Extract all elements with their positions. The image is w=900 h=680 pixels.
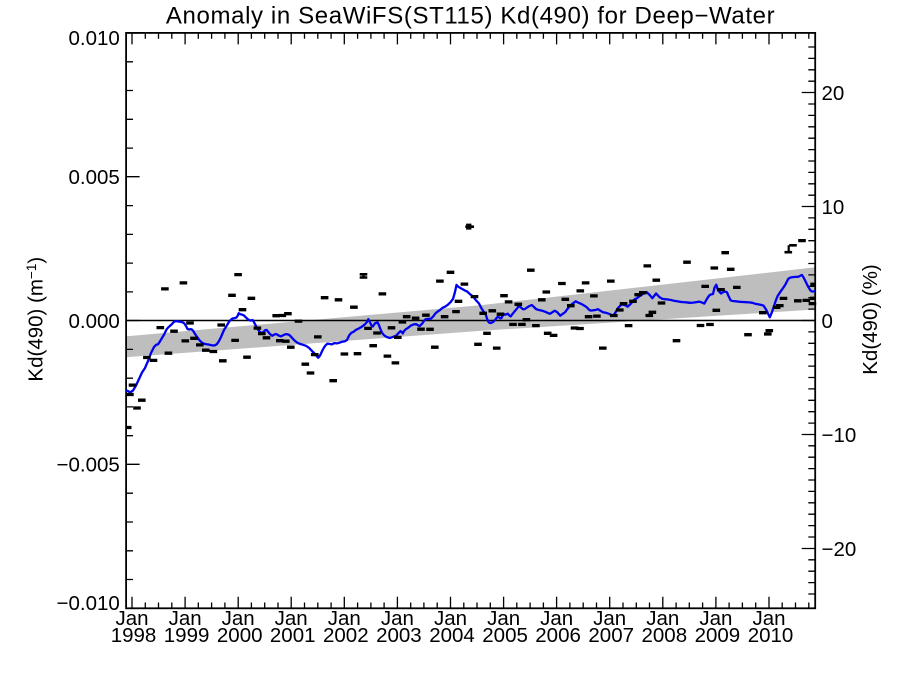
svg-text:2009: 2009 — [695, 624, 741, 647]
svg-text:2004: 2004 — [429, 624, 475, 647]
svg-text:2005: 2005 — [482, 624, 528, 647]
svg-text:−10: −10 — [822, 424, 857, 447]
svg-text:Jan: Jan — [487, 607, 520, 630]
svg-text:2000: 2000 — [217, 624, 263, 647]
svg-text:Anomaly in SeaWiFS(ST115) Kd(4: Anomaly in SeaWiFS(ST115) Kd(490) for De… — [166, 3, 775, 30]
svg-text:Jan: Jan — [540, 607, 573, 630]
svg-text:0: 0 — [822, 310, 833, 333]
svg-text:Jan: Jan — [434, 607, 467, 630]
svg-text:Jan: Jan — [169, 607, 202, 630]
svg-text:Jan: Jan — [381, 607, 414, 630]
svg-text:−0.005: −0.005 — [57, 454, 120, 477]
svg-text:0.005: 0.005 — [68, 166, 119, 189]
svg-text:Jan: Jan — [593, 607, 626, 630]
svg-text:Jan: Jan — [699, 607, 732, 630]
svg-text:10: 10 — [822, 196, 845, 219]
svg-text:2003: 2003 — [376, 624, 422, 647]
svg-text:0.000: 0.000 — [68, 310, 119, 333]
svg-text:Jan: Jan — [328, 607, 361, 630]
svg-text:Jan: Jan — [646, 607, 679, 630]
svg-text:1999: 1999 — [164, 624, 210, 647]
svg-text:2002: 2002 — [323, 624, 369, 647]
svg-text:0.010: 0.010 — [68, 27, 119, 50]
svg-text:2010: 2010 — [748, 624, 794, 647]
svg-text:−20: −20 — [822, 538, 857, 561]
svg-text:20: 20 — [822, 82, 845, 105]
svg-text:1998: 1998 — [111, 624, 157, 647]
svg-text:Kd(490) (m−1): Kd(490) (m−1) — [24, 257, 47, 382]
svg-text:2001: 2001 — [270, 624, 316, 647]
svg-text:−0.010: −0.010 — [57, 592, 120, 615]
svg-text:Jan: Jan — [115, 607, 148, 630]
svg-text:Jan: Jan — [222, 607, 255, 630]
svg-text:Jan: Jan — [752, 607, 785, 630]
svg-text:Kd(490) (%): Kd(490) (%) — [859, 264, 882, 375]
svg-text:Jan: Jan — [275, 607, 308, 630]
svg-text:2007: 2007 — [588, 624, 634, 647]
svg-text:2006: 2006 — [535, 624, 581, 647]
svg-text:2008: 2008 — [641, 624, 687, 647]
